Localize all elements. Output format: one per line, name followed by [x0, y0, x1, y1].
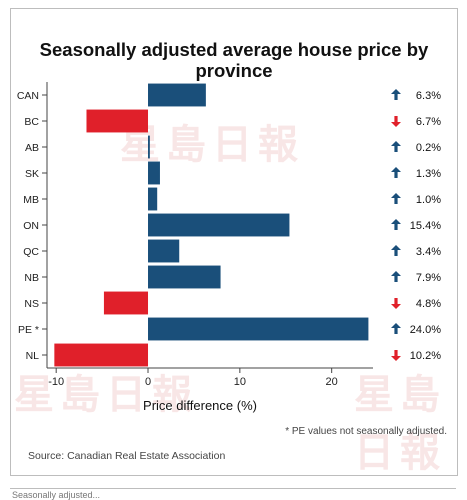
arrow-up-icon — [391, 141, 401, 146]
chart-title: Seasonally adjusted average house price … — [11, 39, 457, 81]
arrow-up-icon-stem — [394, 249, 398, 256]
arrow-down-icon — [391, 356, 401, 361]
chart-source: Source: Canadian Real Estate Association — [28, 450, 226, 462]
value-label: 6.3% — [416, 90, 441, 102]
card-divider — [10, 488, 456, 498]
category-label: NL — [26, 350, 40, 362]
value-label: 4.8% — [416, 298, 441, 310]
x-tick-label: 0 — [145, 376, 151, 388]
bar-pe — [148, 317, 369, 341]
arrow-up-icon-stem — [394, 145, 398, 152]
arrow-up-icon-stem — [394, 275, 398, 282]
bar-qc — [148, 239, 180, 263]
arrow-down-icon-stem — [394, 298, 398, 305]
value-label: 10.2% — [410, 350, 441, 362]
footer-text: Seasonally adjusted... — [12, 490, 101, 500]
x-tick-label: 20 — [326, 376, 338, 388]
bar-sk — [148, 161, 160, 185]
bar-can — [148, 83, 206, 107]
value-label: 1.0% — [416, 194, 441, 206]
value-label: 7.9% — [416, 272, 441, 284]
arrow-up-icon — [391, 323, 401, 328]
arrow-up-icon-stem — [394, 197, 398, 204]
arrow-down-icon — [391, 304, 401, 309]
x-tick-label: 10 — [234, 376, 246, 388]
bar-mb — [148, 187, 158, 211]
arrow-down-icon-stem — [394, 116, 398, 123]
arrow-up-icon-stem — [394, 93, 398, 100]
category-label: AB — [25, 142, 39, 154]
category-label: PE * — [18, 324, 39, 336]
arrow-up-icon-stem — [394, 327, 398, 334]
arrow-up-icon — [391, 167, 401, 172]
x-tick-label: -10 — [48, 376, 64, 388]
arrow-down-icon-stem — [394, 350, 398, 357]
chart-title-line-2: province — [195, 60, 273, 81]
value-label: 3.4% — [416, 246, 441, 258]
arrow-down-icon — [391, 122, 401, 127]
bar-ns — [103, 291, 149, 315]
bar-bc — [86, 109, 149, 133]
value-label: 0.2% — [416, 142, 441, 154]
category-label: CAN — [17, 90, 39, 102]
bar-nb — [148, 265, 221, 289]
category-label: NS — [24, 298, 39, 310]
bar-on — [148, 213, 290, 237]
arrow-up-icon — [391, 89, 401, 94]
value-label: 1.3% — [416, 168, 441, 180]
arrow-up-icon — [391, 271, 401, 276]
value-label: 15.4% — [410, 220, 441, 232]
arrow-up-icon — [391, 219, 401, 224]
category-label: ON — [23, 220, 39, 232]
arrow-up-icon-stem — [394, 171, 398, 178]
category-label: NB — [24, 272, 39, 284]
category-label: MB — [23, 194, 39, 206]
category-label: SK — [25, 168, 39, 180]
value-label: 6.7% — [416, 116, 441, 128]
arrow-up-icon — [391, 193, 401, 198]
chart-title-line-1: Seasonally adjusted average house price … — [39, 39, 429, 60]
category-label: QC — [23, 246, 39, 258]
category-label: BC — [24, 116, 39, 128]
chart-card: Seasonally adjusted average house price … — [10, 8, 458, 476]
bar-nl — [54, 343, 149, 367]
arrow-up-icon — [391, 245, 401, 250]
arrow-up-icon-stem — [394, 223, 398, 230]
x-axis-label: Price difference (%) — [143, 398, 257, 413]
value-label: 24.0% — [410, 324, 441, 336]
bar-ab — [148, 135, 150, 159]
chart-note: * PE values not seasonally adjusted. — [285, 426, 447, 437]
